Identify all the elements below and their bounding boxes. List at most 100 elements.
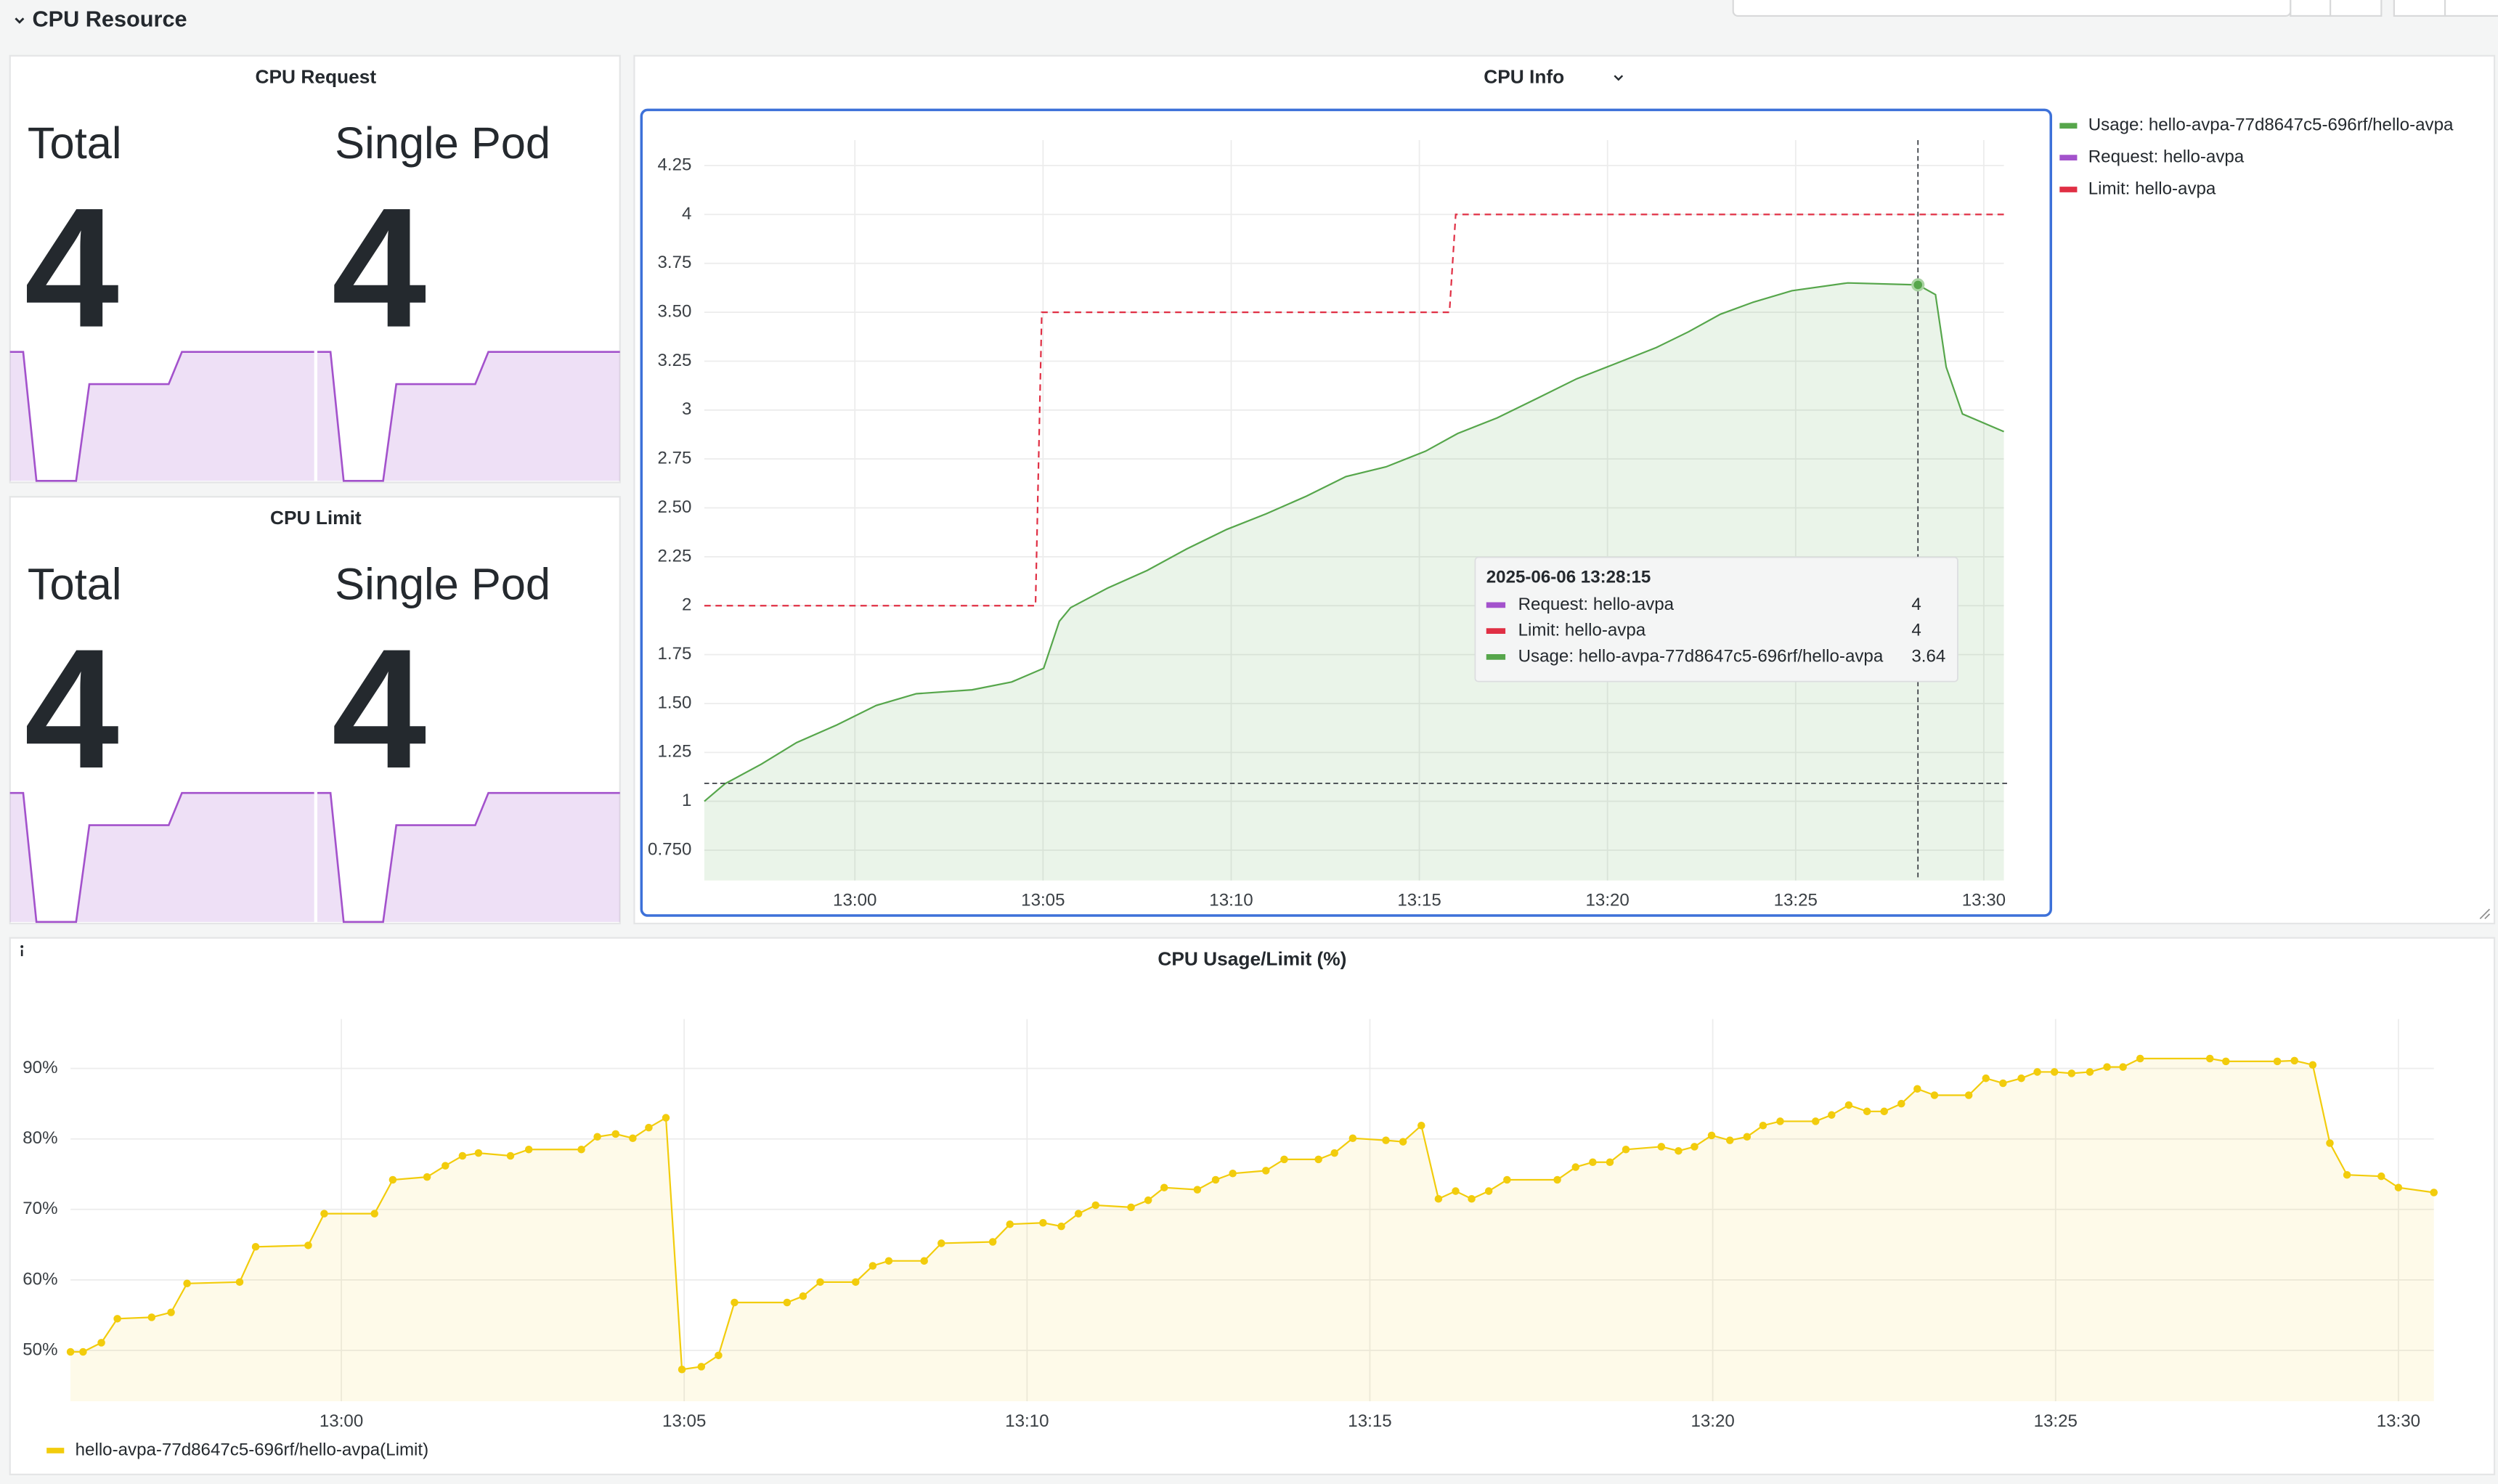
- data-point: [1399, 1138, 1407, 1146]
- data-point: [1691, 1143, 1698, 1151]
- tooltip-value: 4: [1911, 621, 1921, 640]
- panel: [633, 54, 2496, 925]
- toolbar-button[interactable]: [2444, 0, 2498, 17]
- data-point: [1348, 1134, 1357, 1142]
- data-point: [1330, 1149, 1338, 1157]
- data-point: [678, 1365, 686, 1374]
- data-point: [147, 1313, 156, 1321]
- data-point: [1707, 1131, 1716, 1140]
- sparkline: [9, 791, 314, 924]
- y-tick-label: 2: [682, 595, 691, 615]
- data-point: [304, 1242, 312, 1249]
- data-point: [2050, 1068, 2059, 1076]
- tooltip-value: 3.64: [1911, 646, 1945, 666]
- data-point: [1127, 1203, 1135, 1212]
- data-point: [1193, 1186, 1202, 1194]
- toolbar-button[interactable]: [2290, 0, 2332, 17]
- data-point: [1039, 1218, 1047, 1227]
- toolbar-button[interactable]: [2330, 0, 2383, 17]
- data-point: [97, 1339, 105, 1347]
- tooltip-time: 2025-06-06 13:28:15: [1486, 567, 1651, 587]
- area-fill: [704, 282, 2004, 881]
- data-point: [1452, 1187, 1460, 1195]
- data-point: [1897, 1099, 1905, 1108]
- toolbar-button[interactable]: [2393, 0, 2446, 17]
- stat-label: Total: [28, 559, 122, 609]
- data-point: [1844, 1101, 1853, 1109]
- legend-label[interactable]: Request: hello-avpa: [2088, 147, 2245, 166]
- data-point: [474, 1149, 483, 1157]
- data-point: [2086, 1068, 2094, 1076]
- y-tick-label: 3.25: [657, 351, 691, 370]
- panel: [9, 496, 621, 925]
- y-tick-label: 2.50: [657, 497, 691, 517]
- x-tick-label: 13:30: [1962, 891, 2006, 910]
- data-point: [2033, 1068, 2041, 1076]
- data-point: [2103, 1063, 2111, 1071]
- y-tick-label: 3.75: [657, 253, 691, 272]
- legend-label[interactable]: Usage: hello-avpa-77d8647c5-696rf/hello-…: [2088, 115, 2454, 135]
- x-tick-label: 13:00: [833, 891, 876, 910]
- data-point: [799, 1292, 807, 1300]
- data-point: [167, 1308, 175, 1316]
- y-tick-label: 1.75: [657, 644, 691, 664]
- data-point: [1553, 1175, 1561, 1184]
- data-point: [1828, 1111, 1836, 1119]
- x-tick-label: 13:30: [2377, 1411, 2420, 1431]
- y-tick-label: 70%: [23, 1199, 57, 1218]
- x-tick-label: 13:10: [1005, 1411, 1049, 1431]
- y-tick-label: 3.50: [657, 301, 691, 321]
- data-point: [1964, 1091, 1973, 1099]
- data-point: [1211, 1175, 1220, 1184]
- stat-value: 4: [332, 173, 427, 363]
- legend-label[interactable]: hello-avpa-77d8647c5-696rf/hello-avpa(Li…: [76, 1440, 429, 1459]
- stat-label: Single Pod: [335, 118, 550, 168]
- data-point: [1913, 1085, 1921, 1093]
- info-icon[interactable]: [20, 945, 24, 956]
- search-box[interactable]: [1732, 0, 2292, 17]
- data-point: [1503, 1175, 1511, 1184]
- sparkline-area: [317, 351, 620, 481]
- data-point: [1434, 1194, 1443, 1203]
- legend-label[interactable]: Limit: hello-avpa: [2088, 179, 2216, 198]
- area-fill: [70, 1058, 2434, 1401]
- x-tick-label: 13:15: [1397, 891, 1441, 910]
- resize-handle[interactable]: [2479, 908, 2491, 920]
- data-point: [1468, 1194, 1476, 1203]
- data-point: [2430, 1189, 2438, 1196]
- data-point: [423, 1173, 431, 1181]
- data-point: [611, 1130, 620, 1138]
- data-point: [1606, 1158, 1614, 1167]
- section-title[interactable]: CPU Resource: [32, 7, 187, 32]
- panel-menu-chevron[interactable]: [1614, 75, 1624, 81]
- panel-title: CPU Request: [256, 65, 377, 87]
- y-tick-label: 4.25: [657, 155, 691, 174]
- data-point: [2326, 1139, 2334, 1147]
- panel-title[interactable]: CPU Info: [1484, 65, 1564, 87]
- stat-value: 4: [24, 613, 119, 804]
- stat-value: 4: [24, 173, 119, 363]
- collapse-chevron[interactable]: [15, 17, 25, 24]
- data-point: [2205, 1054, 2214, 1063]
- data-point: [1743, 1133, 1752, 1141]
- data-point: [113, 1315, 121, 1323]
- tooltip-name: Limit: hello-avpa: [1518, 621, 1646, 640]
- data-point: [1930, 1091, 1939, 1099]
- sparkline-area: [317, 793, 620, 922]
- tooltip-name: Usage: hello-avpa-77d8647c5-696rf/hello-…: [1518, 646, 1884, 666]
- panel: [9, 54, 621, 484]
- x-tick-label: 13:05: [1021, 891, 1065, 910]
- x-tick-label: 13:05: [662, 1411, 706, 1431]
- data-point: [1999, 1079, 2007, 1088]
- panel-title: CPU Limit: [270, 507, 362, 529]
- data-point: [1057, 1222, 1065, 1231]
- data-point: [1229, 1170, 1237, 1178]
- data-point: [1074, 1210, 1083, 1218]
- x-tick-label: 13:25: [2034, 1411, 2078, 1431]
- panel-title: CPU Usage/Limit (%): [1158, 947, 1346, 969]
- data-point: [645, 1123, 653, 1132]
- data-point: [1382, 1136, 1390, 1144]
- x-tick-label: 13:20: [1586, 891, 1630, 910]
- data-point: [731, 1298, 739, 1307]
- data-point: [1589, 1158, 1597, 1167]
